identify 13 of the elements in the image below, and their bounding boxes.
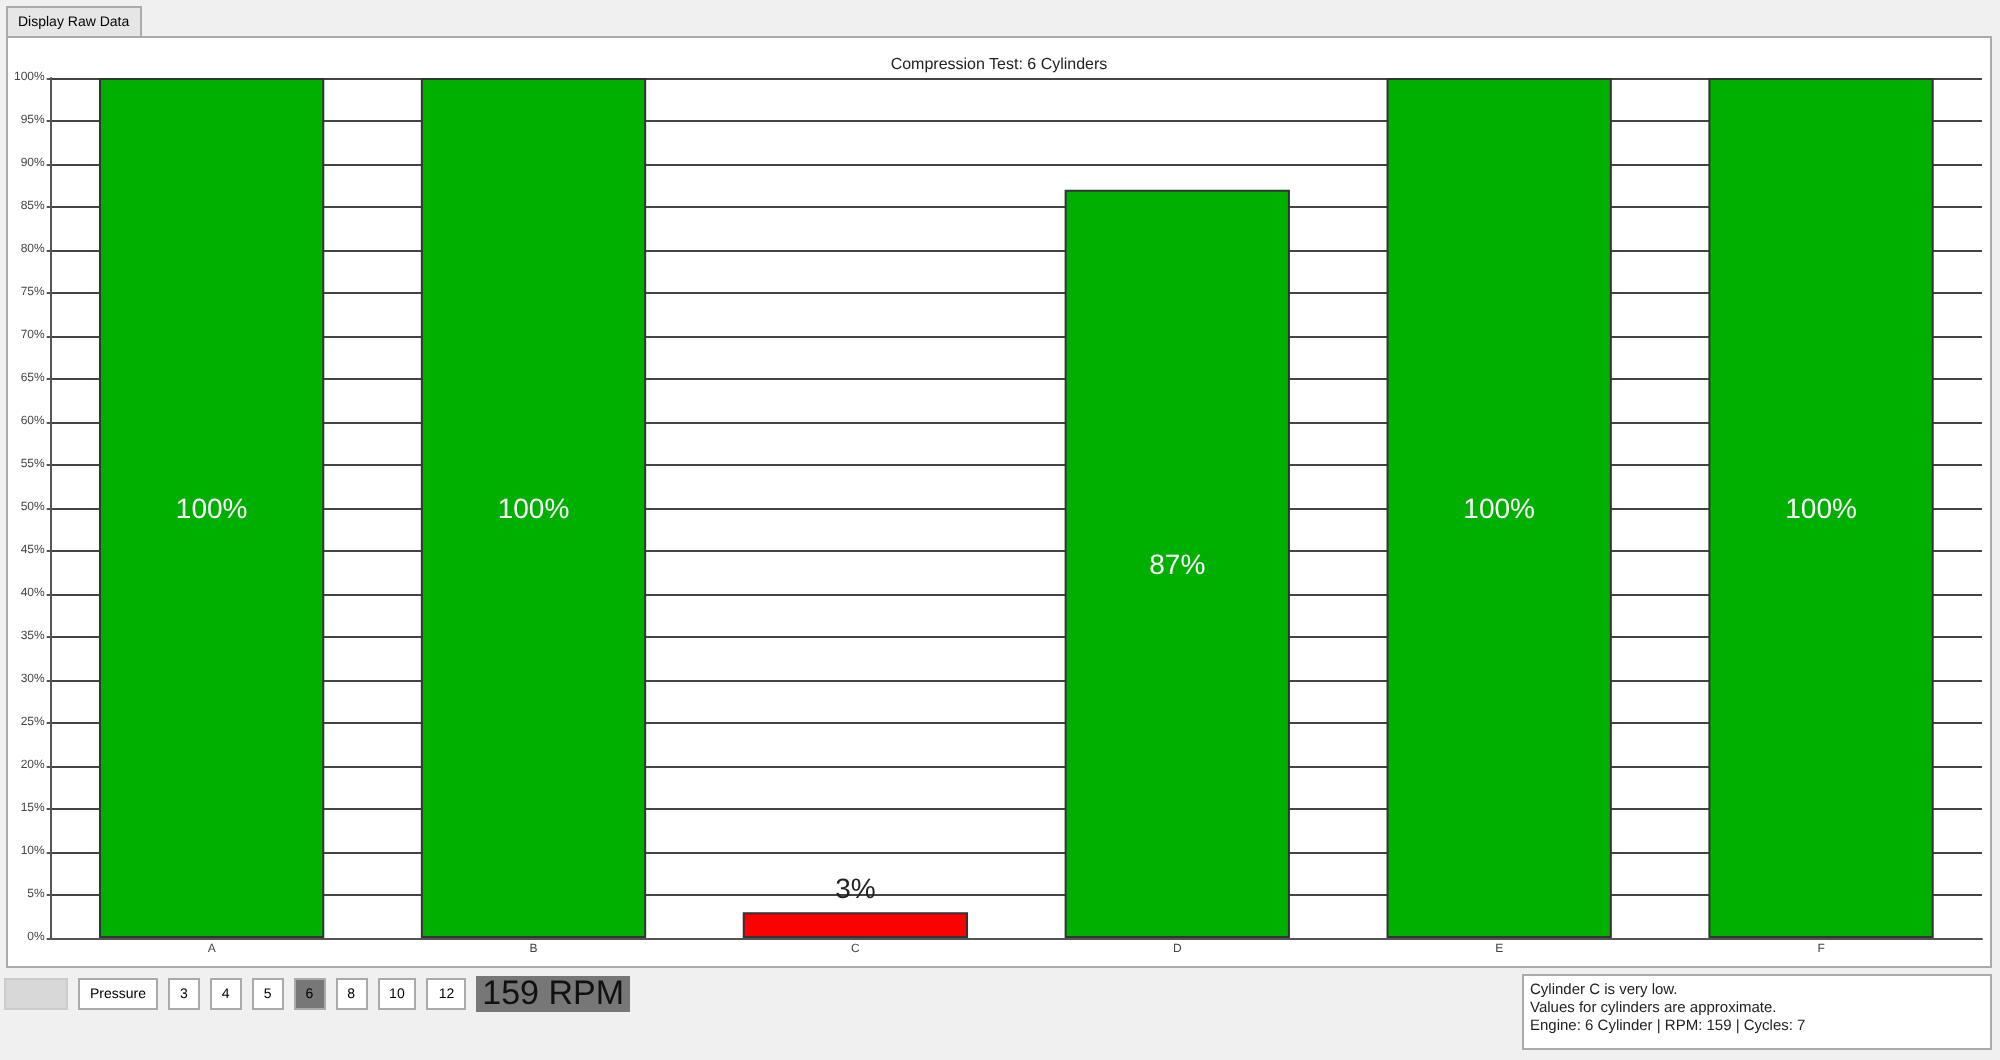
data-label: 100% xyxy=(175,492,248,524)
chart-title: Compression Test: 6 Cylinders xyxy=(890,55,1108,73)
bar xyxy=(420,78,647,938)
data-label: 100% xyxy=(1463,492,1535,524)
bar xyxy=(1064,189,1290,938)
bar xyxy=(1708,78,1934,938)
data-label: 100% xyxy=(497,492,570,524)
data-label: 87% xyxy=(1149,547,1206,580)
bar xyxy=(98,78,325,938)
bar xyxy=(742,912,969,938)
text: 159 RPM xyxy=(476,974,631,1012)
bar xyxy=(1386,78,1612,938)
data-label: 100% xyxy=(1785,492,1857,524)
